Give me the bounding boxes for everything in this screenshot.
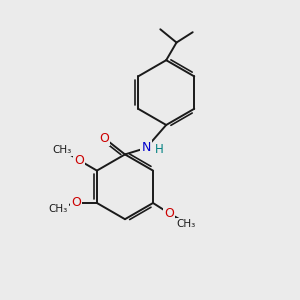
Text: O: O: [164, 207, 174, 220]
Text: O: O: [99, 132, 109, 145]
Text: CH₃: CH₃: [176, 219, 196, 229]
Text: N: N: [142, 141, 151, 154]
Text: CH₃: CH₃: [48, 204, 68, 214]
Text: O: O: [71, 196, 81, 209]
Text: O: O: [74, 154, 84, 167]
Text: H: H: [155, 143, 164, 156]
Text: CH₃: CH₃: [53, 145, 72, 155]
